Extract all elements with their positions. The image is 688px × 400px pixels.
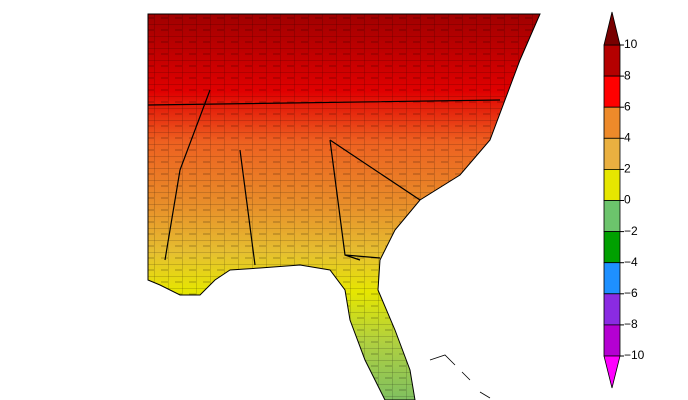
colorbar-tick-label: −4 [624,255,638,269]
colorbar-tick-label: −10 [624,348,645,362]
colorbar-tick-label: 4 [624,130,631,144]
state-lines [147,89,501,266]
county-lines [148,14,540,400]
colorbar-under [603,355,621,389]
colorbar-segment [603,324,621,357]
colorbar-tick-label: −2 [624,224,638,238]
colorbar-tick-label: 6 [624,99,631,113]
map [147,13,541,400]
colorbar: 10 8 6 4 2 0 −2 −4 −6 −8 −10 [603,11,645,389]
colorbar-tick-label: −8 [624,317,638,331]
colorbar-tick-label: 0 [624,193,631,207]
colorbar-tick-label: −6 [624,286,638,300]
colorbar-segment [603,231,621,264]
colorbar-tick-label: 8 [624,68,631,82]
colorbar-segment [603,262,621,295]
colorbar-over [603,11,621,46]
colorbar-segment [603,75,621,108]
colorbar-segment [603,168,621,201]
colorbar-segment [603,137,621,170]
colorbar-segment [603,200,621,233]
colorbar-segment [603,44,621,77]
colorbar-segment [603,293,621,326]
colorbar-segment [603,106,621,139]
colorbar-tick-label: 10 [624,37,638,51]
islands [429,354,491,399]
colorbar-tick-label: 2 [624,162,631,176]
